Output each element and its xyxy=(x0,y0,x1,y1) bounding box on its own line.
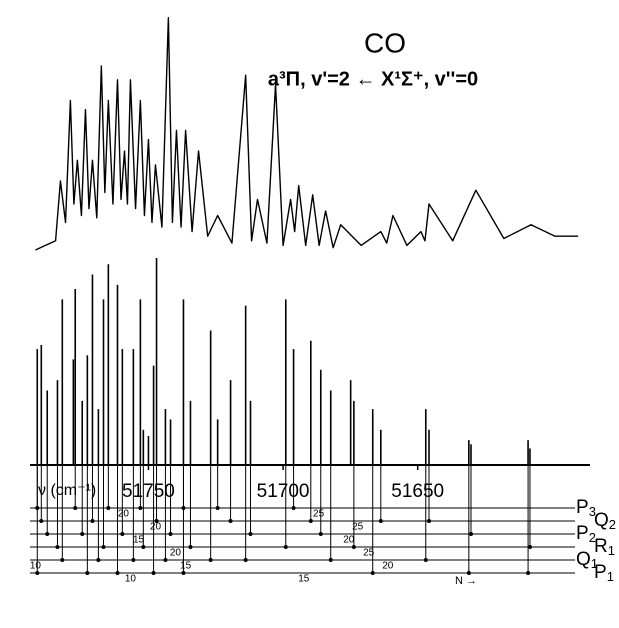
n-axis-label: N → xyxy=(455,575,477,587)
branch-dot xyxy=(55,545,60,549)
n-label: 25 xyxy=(363,548,375,559)
n-label: 10 xyxy=(125,574,137,585)
branch-dot xyxy=(106,506,111,510)
n-label: 20 xyxy=(343,535,355,546)
branch-letter: Q xyxy=(594,510,609,531)
x-tick-label: 51650 xyxy=(391,481,444,502)
branch-letter: P xyxy=(594,562,607,583)
branch-dot xyxy=(60,558,65,562)
branch-dot xyxy=(96,558,101,562)
n-label: 25 xyxy=(313,509,325,520)
branch-dot xyxy=(466,571,471,575)
branch-dot xyxy=(328,558,333,562)
branch-dot xyxy=(248,532,253,536)
n-label: 15 xyxy=(298,574,310,585)
branch-dot xyxy=(141,545,146,549)
branch-dot xyxy=(73,506,78,510)
n-label: 20 xyxy=(118,509,130,520)
branch-dot xyxy=(35,571,40,575)
branch-subscript: 2 xyxy=(589,530,596,545)
branch-label: Q1 xyxy=(576,549,598,571)
x-tick-label: 51750 xyxy=(122,481,175,502)
branch-dot xyxy=(427,519,431,523)
branch-label: R1 xyxy=(594,536,615,558)
branch-dot xyxy=(39,519,44,523)
branch-label: P3 xyxy=(576,497,596,519)
branch-dot xyxy=(85,571,90,575)
branch-dot xyxy=(526,571,531,575)
branch-dot xyxy=(80,532,85,536)
branch-subscript: 2 xyxy=(609,517,616,532)
branch-dot xyxy=(120,532,125,536)
branch-dot xyxy=(370,571,375,575)
branch-dot xyxy=(115,571,120,575)
branch-subscript: 3 xyxy=(589,504,596,519)
branch-dot xyxy=(378,519,383,523)
branch-dot xyxy=(163,558,168,562)
branch-dot xyxy=(283,545,288,549)
branch-dot xyxy=(351,545,356,549)
branch-label: P1 xyxy=(594,562,614,584)
branch-dot xyxy=(101,545,106,549)
branch-dot xyxy=(188,545,193,549)
branch-dot xyxy=(215,506,220,510)
branch-dot xyxy=(243,558,248,562)
branch-dot xyxy=(151,571,156,575)
chart-title: CO xyxy=(364,27,406,58)
n-label: 20 xyxy=(382,561,394,572)
branch-dot xyxy=(208,558,213,562)
branch-subscript: 1 xyxy=(607,569,614,584)
n-label: 20 xyxy=(170,548,182,559)
branch-letter: Q xyxy=(576,549,591,570)
n-label: 10 xyxy=(30,561,42,572)
branch-dot xyxy=(308,519,313,523)
branch-dot xyxy=(423,558,428,562)
x-axis-label: ν (cm⁻¹) xyxy=(38,482,96,499)
branch-letter: P xyxy=(576,497,589,518)
branch-dot xyxy=(90,519,95,523)
branch-dot xyxy=(291,506,296,510)
branch-dot xyxy=(181,571,186,575)
branch-letter: P xyxy=(576,523,589,544)
observed-spectrum xyxy=(35,17,579,251)
branch-subscript: 1 xyxy=(608,543,615,558)
branch-dot xyxy=(168,532,173,536)
branch-label: P2 xyxy=(576,523,596,545)
branch-letter: R xyxy=(594,536,608,557)
branch-dot xyxy=(527,545,532,549)
branch-dot xyxy=(228,519,233,523)
branch-dot xyxy=(154,519,159,523)
branch-subscript: 1 xyxy=(591,556,598,571)
branch-dot xyxy=(318,532,323,536)
branch-dot xyxy=(45,532,50,536)
branch-dot xyxy=(469,532,473,536)
branch-label: Q2 xyxy=(594,510,616,532)
n-label: 15 xyxy=(133,535,145,546)
branch-dot xyxy=(138,506,143,510)
n-label: 25 xyxy=(352,522,364,533)
branch-dot xyxy=(131,558,136,562)
n-label: 20 xyxy=(150,522,162,533)
chart-subtitle: a³Π, v'=2 ← X¹Σ⁺, v''=0 xyxy=(268,68,478,90)
n-label: 15 xyxy=(180,561,192,572)
x-tick-label: 51700 xyxy=(257,481,310,502)
